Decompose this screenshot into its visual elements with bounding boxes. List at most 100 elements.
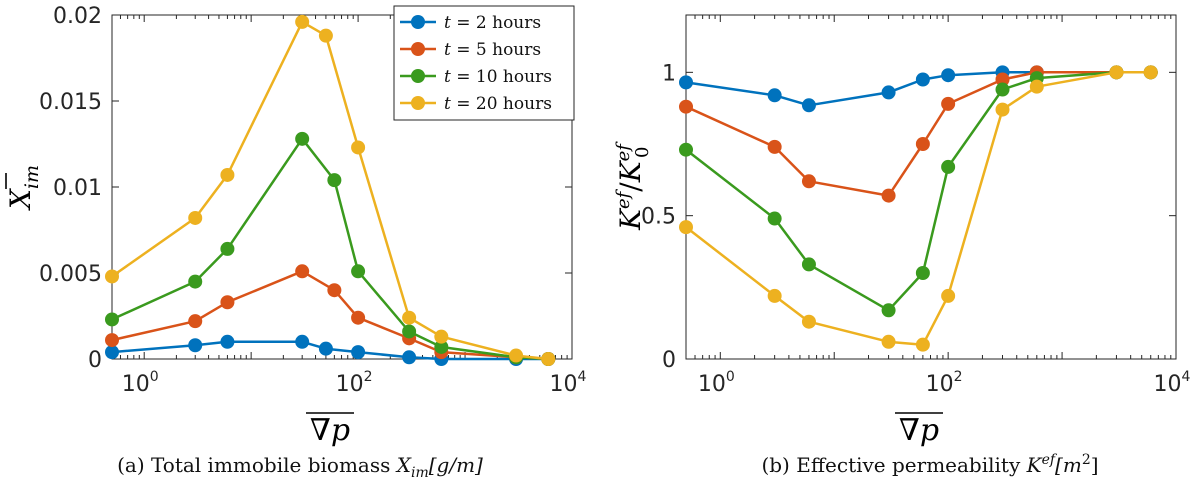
x-tick-label: 104	[550, 369, 587, 397]
data-point	[915, 137, 930, 151]
figure-caption: (a) Total immobile biomass Xim[g/m]	[117, 453, 483, 481]
legend: t = 2 hours t = 5 hours t = 10 hours t = 20…	[393, 5, 575, 121]
series-3	[105, 14, 556, 366]
series-line	[111, 20, 549, 361]
data-point	[295, 334, 310, 349]
y-axis-label: Xim	[4, 165, 43, 211]
y-tick-label: 0	[662, 348, 676, 373]
data-point	[801, 257, 816, 272]
data-point	[402, 324, 417, 339]
x-tick-label: 102	[926, 369, 963, 397]
data-point	[995, 102, 1010, 117]
data-point	[220, 241, 235, 256]
y-tick-label: 1	[662, 61, 676, 86]
data-point	[1029, 79, 1044, 94]
data-point	[105, 269, 119, 284]
y-tick-label: 0.01	[53, 176, 102, 201]
data-point	[767, 211, 782, 226]
data-point	[188, 314, 203, 329]
data-point	[541, 352, 556, 366]
data-point	[351, 264, 366, 279]
data-point	[351, 345, 366, 360]
data-point	[881, 303, 896, 318]
series-line	[111, 137, 549, 361]
y-tick-label: 0.02	[53, 4, 102, 29]
data-point	[105, 345, 119, 360]
y-tick-label: 0.5	[641, 205, 676, 230]
chart-effective-permeability: 0 0.5 1 100 102 104 ∇p Kef/Kef0 (b) Effective pe…	[613, 14, 1191, 477]
series-line	[685, 71, 1151, 312]
data-point	[188, 338, 203, 353]
legend-swatch-marker	[411, 15, 425, 29]
data-point	[941, 68, 956, 83]
y-tick-label: 0.005	[39, 262, 102, 287]
data-point	[295, 14, 310, 29]
data-point	[434, 329, 449, 344]
data-point	[295, 131, 310, 146]
data-point	[295, 264, 310, 279]
series-line	[111, 270, 549, 361]
data-point	[915, 266, 930, 280]
x-tick-label: 100	[122, 369, 159, 397]
data-point	[915, 72, 930, 87]
x-tick-label: 102	[336, 369, 373, 397]
legend-swatch-marker	[411, 42, 425, 56]
y-tick-label: 0	[88, 348, 102, 373]
data-point	[220, 295, 235, 310]
data-point	[105, 333, 119, 348]
data-point	[881, 334, 896, 349]
data-point	[767, 139, 782, 154]
data-point	[188, 274, 203, 289]
data-point	[941, 96, 956, 111]
data-point	[915, 337, 930, 352]
data-point	[220, 334, 235, 349]
data-point	[801, 98, 816, 113]
series-3	[679, 65, 1158, 352]
data-point	[402, 350, 417, 365]
data-point	[509, 348, 524, 363]
data-point	[327, 283, 342, 298]
data-point	[679, 75, 693, 90]
series-line	[685, 71, 1151, 346]
data-point	[188, 210, 203, 225]
data-point	[1143, 65, 1158, 80]
data-point	[402, 310, 417, 325]
data-point	[318, 341, 333, 356]
data-point	[995, 82, 1010, 97]
legend-label: t = 10 hours	[444, 67, 552, 87]
data-point	[434, 339, 449, 354]
legend-label: t = 5 hours	[444, 40, 541, 60]
data-point	[941, 159, 956, 174]
x-axis-label: ∇p	[899, 413, 939, 448]
data-point	[679, 220, 693, 235]
data-point	[881, 188, 896, 203]
y-tick-label: 0.015	[39, 90, 102, 115]
x-tick-label: 100	[698, 369, 735, 397]
series-line	[111, 340, 549, 361]
figure-caption: (b) Effective permeability Kef[m2]	[761, 452, 1098, 477]
chart-total-immobile-biomass: 0 0.005 0.01 0.015 0.02 100 102 104 ∇p Xim (a) Tot…	[4, 4, 587, 481]
data-point	[767, 88, 782, 103]
y-axis-label: Kef/Kef0	[613, 141, 653, 231]
legend-label: t = 2 hours	[444, 13, 541, 33]
data-point	[220, 167, 235, 182]
data-point	[881, 85, 896, 100]
data-point	[801, 174, 816, 189]
data-point	[105, 312, 119, 327]
legend-swatch-marker	[411, 96, 425, 110]
data-point	[351, 140, 366, 155]
series-line	[685, 71, 1151, 197]
data-point	[351, 310, 366, 325]
data-point	[318, 28, 333, 43]
legend-swatch-marker	[411, 69, 425, 83]
data-point	[767, 288, 782, 303]
data-point	[327, 173, 342, 188]
data-point	[801, 314, 816, 329]
data-point	[995, 72, 1010, 87]
x-axis-label: ∇p	[310, 413, 350, 448]
plot-area	[685, 14, 1177, 360]
series-1	[679, 65, 1158, 203]
data-point	[679, 99, 693, 114]
legend-label: t = 20 hours	[444, 94, 552, 114]
